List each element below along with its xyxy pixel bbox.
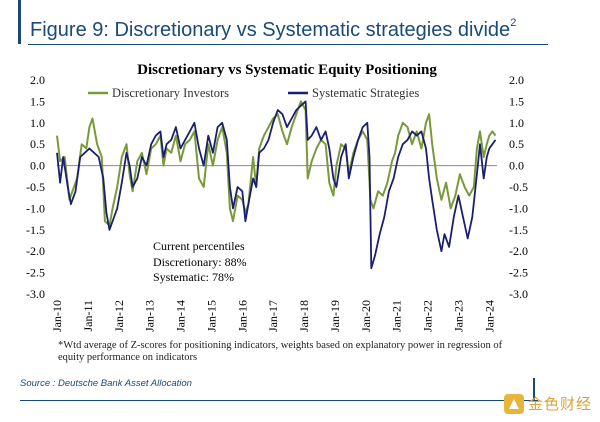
y-tick-label-right: -1.5	[509, 223, 528, 237]
x-tick-label: Jan-19	[328, 300, 342, 332]
annotation-heading: Current percentiles	[153, 239, 245, 253]
watermark-text: 金色财经	[527, 395, 592, 413]
y-tick-label-right: 0.0	[509, 159, 524, 173]
legend-label: Discretionary Investors	[112, 86, 229, 100]
y-tick-label-left: 2.0	[30, 73, 45, 87]
x-tick-label: Jan-18	[297, 300, 311, 332]
x-tick-label: Jan-16	[235, 300, 249, 332]
x-tick-label: Jan-17	[266, 300, 280, 332]
watermark-logo-icon	[503, 393, 524, 414]
y-tick-label-left: -2.0	[26, 244, 45, 258]
x-tick-label: Jan-10	[50, 300, 64, 332]
y-tick-label-left: 1.5	[30, 94, 45, 108]
figure-title-text: Figure 9: Discretionary vs Systematic st…	[30, 19, 511, 41]
y-tick-label-right: -1.0	[509, 201, 528, 215]
y-tick-label-left: -1.5	[26, 223, 45, 237]
x-tick-label: Jan-12	[112, 300, 126, 332]
y-tick-label-right: -2.5	[509, 266, 528, 280]
bottom-divider	[20, 400, 538, 401]
y-tick-label-left: 1.0	[30, 116, 45, 130]
y-tick-label-right: 1.0	[509, 116, 524, 130]
y-tick-label-right: 0.5	[509, 137, 524, 151]
chart-title: Discretionary vs Systematic Equity Posit…	[137, 62, 437, 78]
x-tick-label: Jan-24	[482, 300, 496, 332]
bottom-accent-tick	[533, 378, 535, 400]
legend-label: Systematic Strategies	[312, 86, 419, 100]
y-tick-label-right: 2.0	[509, 73, 524, 87]
y-tick-label-left: 0.0	[30, 159, 45, 173]
x-tick-label: Jan-14	[174, 300, 188, 332]
y-tick-label-left: -2.5	[26, 266, 45, 280]
title-footnote-mark: 2	[510, 17, 517, 30]
y-tick-label-left: -1.0	[26, 201, 45, 215]
title-divider	[28, 44, 548, 45]
x-tick-label: Jan-13	[143, 300, 157, 332]
positioning-chart: Discretionary vs Systematic Equity Posit…	[26, 62, 528, 332]
series-line-systematic	[56, 100, 497, 270]
title-accent-bar	[18, 0, 21, 44]
x-tick-label: Jan-23	[451, 300, 465, 332]
y-tick-label-left: -3.0	[26, 287, 45, 301]
x-tick-label: Jan-20	[359, 300, 373, 332]
watermark: 金色财经	[503, 393, 592, 414]
y-tick-label-right: -2.0	[509, 244, 528, 258]
annotation-line: Discretionary: 88%	[153, 255, 247, 269]
y-tick-label-right: -3.0	[509, 287, 528, 301]
annotation-line: Systematic: 78%	[153, 270, 234, 284]
x-tick-label: Jan-11	[81, 300, 95, 332]
figure-title: Figure 9: Discretionary vs Systematic st…	[30, 17, 517, 42]
x-tick-label: Jan-22	[421, 300, 435, 332]
series-line-discretionary	[56, 100, 497, 227]
y-tick-label-left: -0.5	[26, 180, 45, 194]
chart-footnote: *Wtd average of Z-scores for positioning…	[58, 340, 503, 363]
y-tick-label-right: -0.5	[509, 180, 528, 194]
x-tick-label: Jan-15	[204, 300, 218, 332]
x-tick-label: Jan-21	[390, 300, 404, 332]
y-tick-label-left: 0.5	[30, 137, 45, 151]
source-note: Source : Deutsche Bank Asset Allocation	[20, 378, 192, 389]
y-tick-label-right: 1.5	[509, 94, 524, 108]
